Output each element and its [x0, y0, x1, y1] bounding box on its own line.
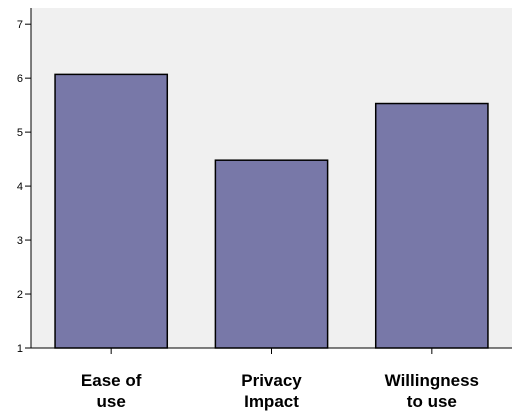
- y-ticks-group: 1 2 3 4 5 6 7: [17, 19, 31, 355]
- y-tick-label: 4: [17, 181, 23, 193]
- y-tick-label: 1: [17, 343, 23, 355]
- bar-2: [214, 159, 329, 349]
- y-tick-label: 5: [17, 127, 23, 139]
- x-ticks-group: [110, 348, 433, 354]
- x-category-label: Willingness to use: [385, 371, 479, 411]
- y-tick-label: 6: [17, 73, 23, 85]
- y-tick-label: 2: [17, 289, 23, 301]
- bar-1: [54, 73, 169, 349]
- x-labels-group: Ease of use Privacy Impact Willingness to use: [81, 371, 479, 411]
- y-tick-label: 7: [17, 19, 23, 31]
- x-category-label: Privacy Impact: [241, 371, 302, 411]
- bars-group: [54, 73, 489, 349]
- y-tick-label: 3: [17, 235, 23, 247]
- bar-3: [374, 102, 489, 349]
- x-category-label: Ease of use: [81, 371, 142, 411]
